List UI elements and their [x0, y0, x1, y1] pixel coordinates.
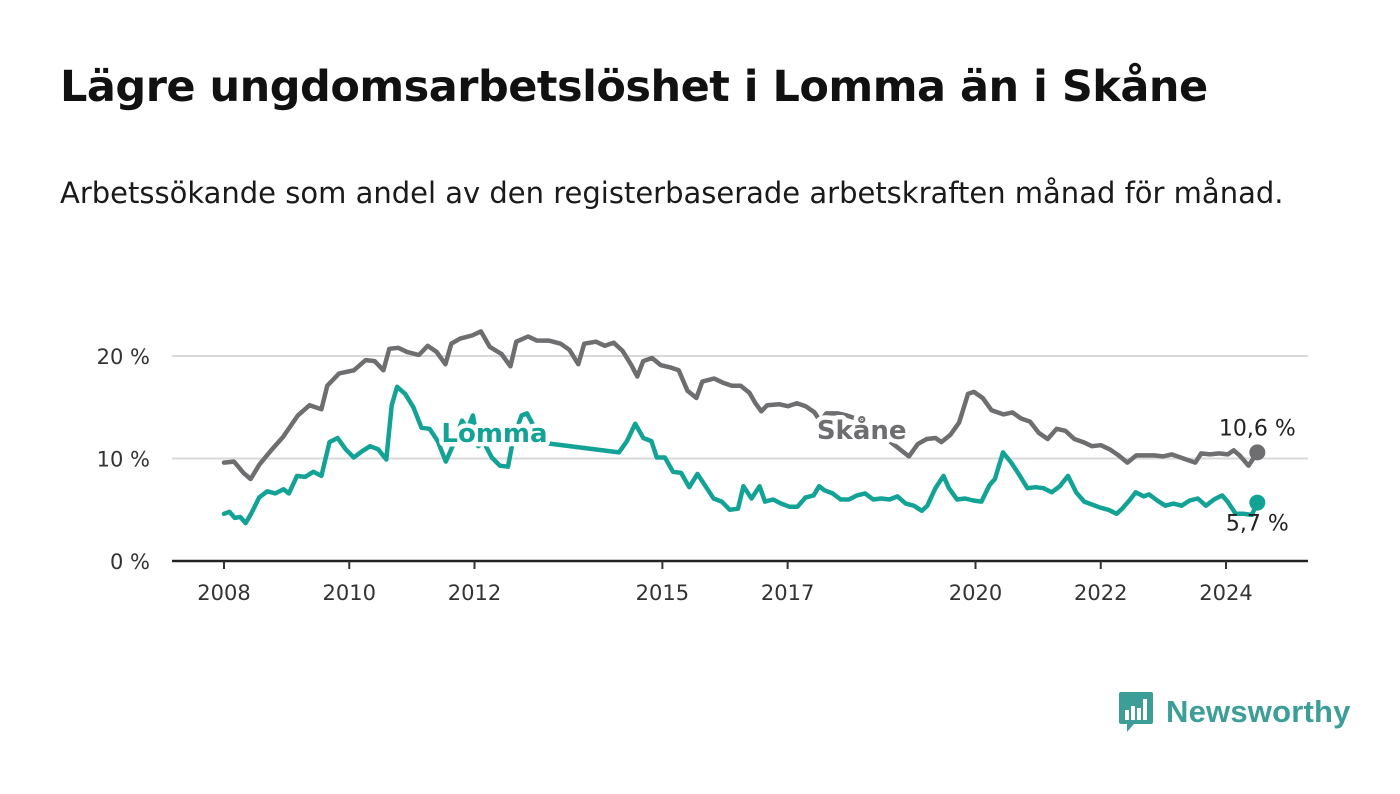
series-label-skne: Skåne [817, 414, 907, 446]
series-end-point-lomma [1249, 494, 1266, 511]
brand-name: Newsworthy [1166, 694, 1351, 729]
series-line-lomma [221, 384, 1260, 526]
chart-title: Lägre ungdomsarbetslöshet i Lomma än i S… [60, 62, 1208, 112]
series-end-label-skne: 10,6 % [1219, 416, 1296, 441]
chart-subtitle: Arbetssökande som andel av den registerb… [60, 176, 1284, 210]
line-chart: 0 % 10 % 20 % 2008 2010 2012 2015 2017 2020 2022 2… [97, 329, 1308, 605]
series-line-skne [221, 329, 1260, 482]
x-tick-label-1: 2010 [323, 581, 376, 605]
series-label-lomma: Lomma [441, 419, 547, 449]
x-tick-label-0: 2008 [197, 581, 250, 605]
x-tick-label-6: 2022 [1074, 581, 1127, 605]
y-tick-label-1: 10 % [97, 448, 150, 472]
y-tick-label-0: 0 % [110, 550, 150, 574]
x-tick-label-5: 2020 [949, 581, 1002, 605]
x-tick-label-3: 2015 [636, 581, 689, 605]
series-label-halo-skne: Skåne [817, 414, 907, 446]
series-label-halo-lomma: Lomma [441, 419, 547, 449]
series-end-point-skne [1249, 444, 1266, 461]
y-tick-label-2: 20 % [97, 345, 150, 369]
x-tick-label-2: 2012 [448, 581, 501, 605]
bar-chart-speech-bubble-icon [1119, 692, 1153, 732]
x-tick-label-7: 2024 [1199, 581, 1252, 605]
x-tick-label-4: 2017 [761, 581, 814, 605]
newsworthy-logo: Newsworthy [1118, 690, 1351, 734]
series-end-label-lomma: 5,7 % [1226, 512, 1289, 537]
